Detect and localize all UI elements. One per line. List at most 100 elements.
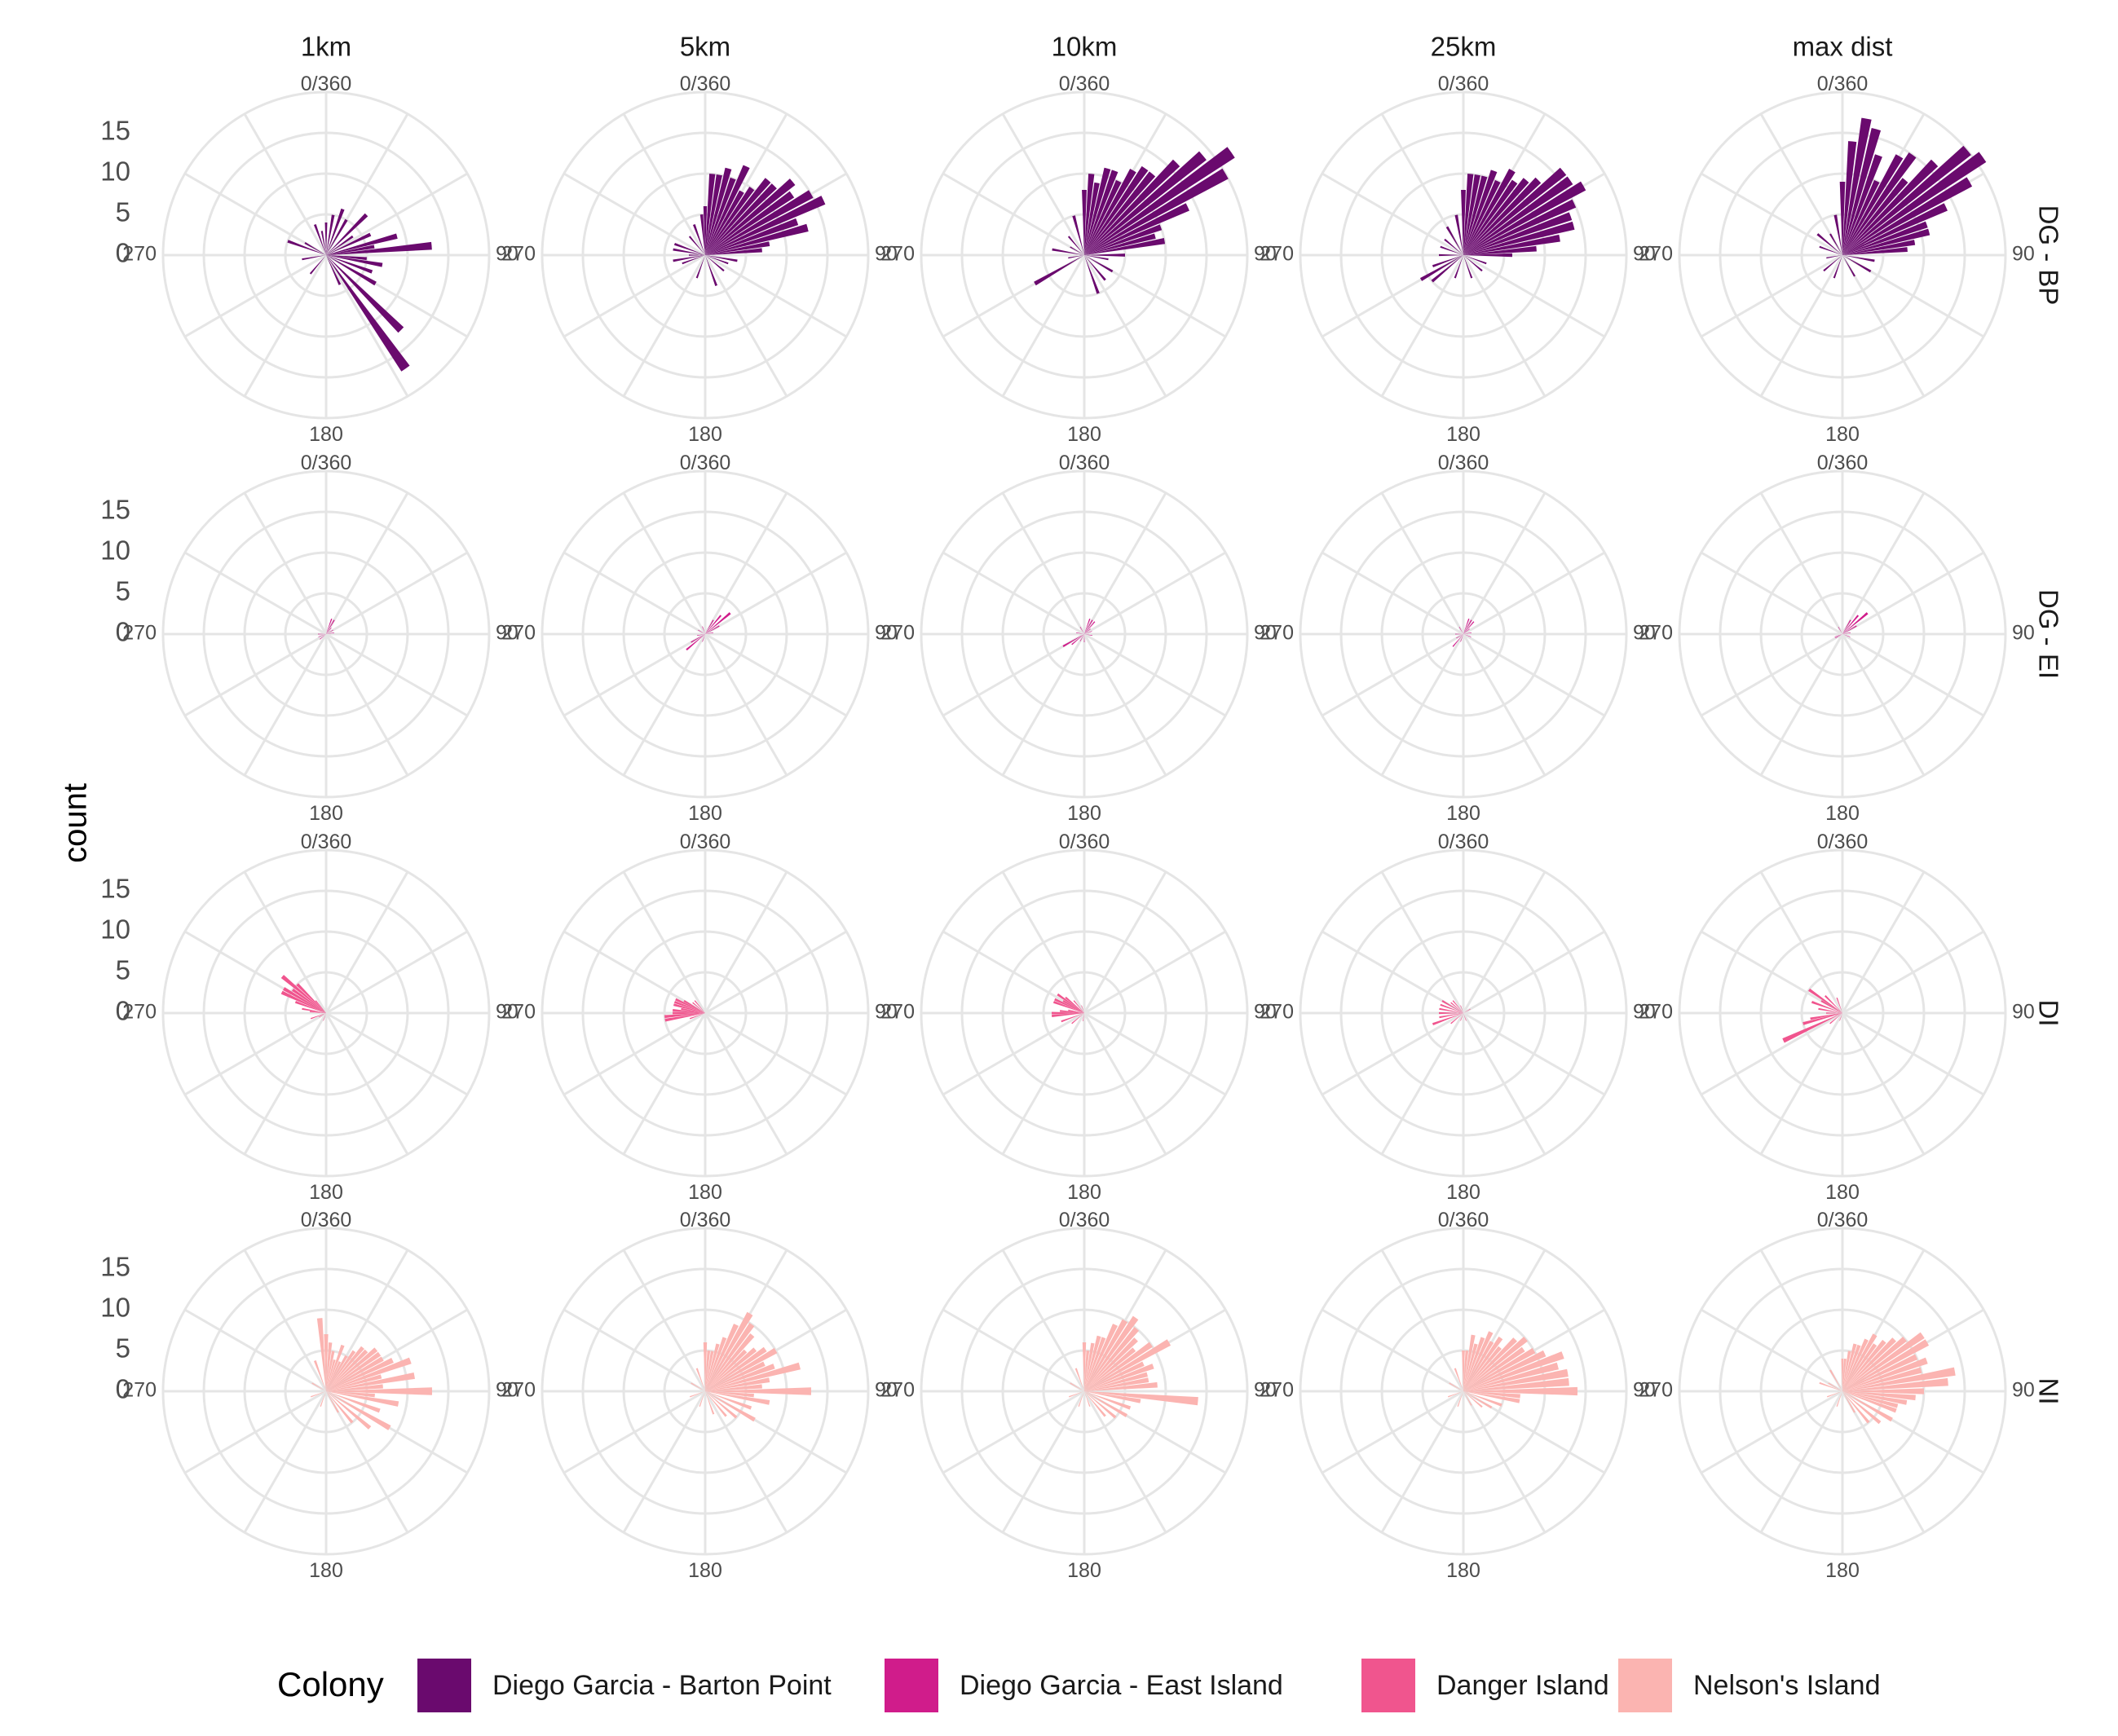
angle-label-270: 270 xyxy=(1639,622,1673,645)
bar-340deg xyxy=(695,1368,705,1391)
bar-15deg xyxy=(705,1343,720,1391)
bar-100deg xyxy=(705,1391,770,1405)
grid-spoke xyxy=(243,1012,328,1155)
bar-85deg xyxy=(1463,245,1537,255)
angle-label-270: 270 xyxy=(1260,1001,1294,1024)
bar-140deg xyxy=(1842,1391,1870,1424)
bar-330deg xyxy=(1838,627,1842,634)
bar-100deg xyxy=(326,1391,399,1407)
bar-80deg xyxy=(1463,1368,1569,1391)
bar-200deg xyxy=(1078,1391,1084,1408)
bar-260deg xyxy=(1810,1013,1842,1020)
bar-260deg xyxy=(1826,255,1842,259)
bar-60deg xyxy=(326,1356,384,1391)
bar-35deg xyxy=(1463,179,1518,255)
bar-275deg xyxy=(1060,1010,1084,1013)
bar-25deg xyxy=(705,165,750,255)
angle-label-180: 180 xyxy=(1067,802,1101,825)
bar-330deg xyxy=(1445,226,1463,255)
bar-35deg xyxy=(705,1323,755,1391)
grid-spoke xyxy=(704,254,788,397)
grid-spoke xyxy=(563,632,706,717)
grid-spoke xyxy=(622,633,707,776)
bar-80deg xyxy=(1842,632,1851,634)
grid-spoke xyxy=(325,172,468,257)
bar-70deg xyxy=(1084,1364,1154,1391)
bar-80deg xyxy=(705,632,713,634)
bar-40deg xyxy=(1842,615,1860,634)
panel-dg-bp-10km: 0/360 90 180 270 xyxy=(880,73,1277,446)
bar-10deg xyxy=(1463,174,1480,255)
bar-250deg xyxy=(1432,1013,1463,1026)
grid-spoke xyxy=(1083,551,1226,636)
grid-spoke xyxy=(1759,1012,1844,1155)
bar-55deg xyxy=(705,191,795,255)
bar-60deg xyxy=(705,625,720,634)
bar-20deg xyxy=(326,618,333,634)
bar-75deg xyxy=(1463,221,1575,255)
grid-spoke xyxy=(1001,871,1086,1014)
angle-label-0: 0/360 xyxy=(1438,831,1489,853)
bar-100deg xyxy=(1463,1391,1520,1403)
bar-250deg xyxy=(1447,1391,1463,1398)
radial-tick-15: 15 xyxy=(100,495,130,525)
bar-25deg xyxy=(705,1324,739,1391)
radial-tick-5: 5 xyxy=(116,955,130,985)
bar-25deg xyxy=(1463,1331,1494,1391)
bar-340deg xyxy=(702,626,705,634)
bar-340deg xyxy=(313,1359,326,1391)
radial-tick-15: 15 xyxy=(100,874,130,904)
bar-190deg xyxy=(1082,1013,1084,1021)
facet-column-title-10km: 10km xyxy=(1052,32,1118,62)
bar-25deg xyxy=(326,1361,342,1391)
grid-spoke xyxy=(1322,551,1464,636)
bar-85deg xyxy=(705,248,762,255)
bar-110deg xyxy=(326,1391,381,1413)
bar-270deg xyxy=(673,1011,705,1015)
angle-label-270: 270 xyxy=(880,243,915,266)
angle-label-270: 270 xyxy=(501,1379,536,1402)
bar-85deg xyxy=(326,1384,383,1391)
bar-65deg xyxy=(705,1361,766,1391)
angle-label-0: 0/360 xyxy=(1438,73,1489,95)
bar-75deg xyxy=(326,233,398,255)
grid-spoke xyxy=(942,172,1085,257)
bar-350deg xyxy=(1454,214,1463,255)
bar-340deg xyxy=(313,223,326,255)
bar-55deg xyxy=(1842,1332,1925,1391)
bar-300deg xyxy=(304,242,326,255)
legend-key-diego-garcia-east-island xyxy=(885,1659,938,1712)
grid-spoke xyxy=(1001,254,1086,397)
angle-label-0: 0/360 xyxy=(301,73,352,95)
bar-85deg xyxy=(1084,1381,1158,1391)
angle-label-180: 180 xyxy=(1825,1181,1860,1204)
bar-200deg xyxy=(320,1391,326,1408)
bar-250deg xyxy=(1432,255,1463,268)
angle-label-180: 180 xyxy=(1825,423,1860,446)
radial-tick-15: 15 xyxy=(100,116,130,146)
bar-70deg xyxy=(705,218,799,255)
bar-30deg xyxy=(1084,168,1136,255)
bar-200deg xyxy=(702,634,705,642)
grid-spoke xyxy=(1759,633,1844,776)
grid-spoke xyxy=(243,1249,328,1392)
bar-30deg xyxy=(326,218,348,255)
bar-310deg xyxy=(1444,238,1463,255)
bar-80deg xyxy=(326,245,375,255)
bar-30deg xyxy=(705,619,714,634)
bar-320deg xyxy=(315,1000,326,1013)
grid-spoke xyxy=(1841,254,1926,397)
bar-0deg xyxy=(324,223,328,255)
bar-15deg xyxy=(705,167,732,255)
bar-60deg xyxy=(1084,1339,1172,1391)
bar-10deg xyxy=(326,1350,335,1391)
angle-label-90: 90 xyxy=(1254,622,1277,645)
bar-30deg xyxy=(1084,619,1093,634)
angle-label-0: 0/360 xyxy=(680,73,731,95)
bar-240deg xyxy=(691,634,705,643)
facet-column-title-max-dist: max dist xyxy=(1793,32,1893,62)
angle-label-180: 180 xyxy=(688,1181,722,1204)
